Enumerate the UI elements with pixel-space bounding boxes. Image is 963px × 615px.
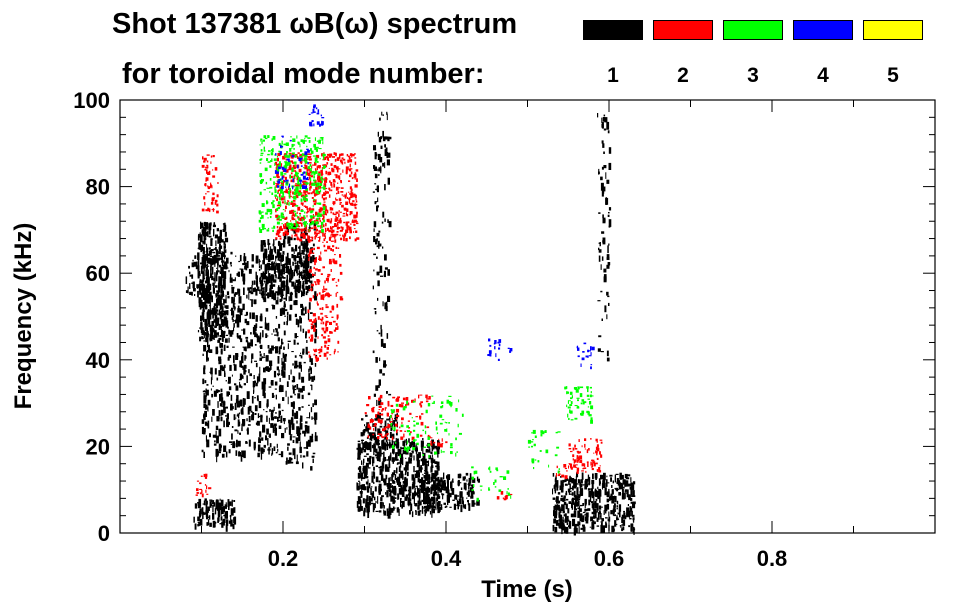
spectrum-region-mode-3: [527, 429, 561, 474]
y-tick-label: 80: [86, 175, 110, 200]
chart-title: Shot 137381 ωB(ω) spectrum: [112, 8, 518, 40]
y-tick-label: 40: [86, 348, 110, 373]
plot-frame: [119, 99, 936, 534]
legend-swatch-mode-3: [723, 20, 783, 40]
legend-swatch-mode-2: [653, 20, 713, 40]
chart-subtitle: for toroidal mode number:: [122, 58, 485, 90]
legend-swatch-mode-5: [863, 20, 923, 40]
spectrum-region-mode-1: [372, 111, 392, 406]
legend-label-mode-1: 1: [607, 64, 619, 87]
legend-label-mode-3: 3: [747, 64, 759, 87]
legend-label-mode-4: 4: [817, 64, 829, 87]
axis-ticks: [120, 99, 936, 534]
x-tick-label: 0.6: [594, 546, 625, 571]
x-tick-label: 0.8: [757, 546, 788, 571]
spectrum-region-mode-3: [471, 466, 512, 502]
spectrum-region-mode-1: [356, 437, 441, 519]
spectrum-region-mode-4: [274, 135, 310, 190]
x-tick-label: 0.2: [268, 546, 299, 571]
spectrum-region-mode-2: [496, 491, 513, 501]
spectrum-region-mode-1: [422, 472, 480, 513]
y-tick-label: 0: [98, 521, 110, 546]
y-tick-label: 20: [86, 434, 110, 459]
x-axis-title: Time (s): [481, 576, 573, 603]
spectrum-region-mode-4: [308, 104, 325, 127]
x-tick-label: 0.4: [431, 546, 462, 571]
spectrum-region-mode-1: [185, 252, 212, 300]
spectrum-region-mode-1: [597, 113, 612, 362]
spectrum-region-mode-1: [283, 221, 318, 471]
spectrum-region-mode-3: [258, 135, 326, 233]
spectrum-region-mode-3: [390, 395, 464, 459]
legend-label-mode-2: 2: [677, 64, 689, 87]
y-tick-label: 60: [86, 261, 110, 286]
spectrum-region-mode-2: [555, 464, 569, 480]
spectrogram-data-layer: [185, 104, 636, 536]
y-axis-title: Frequency (kHz): [10, 223, 37, 410]
spectrum-region-mode-3: [564, 386, 594, 424]
axis-tick-labels: 0 20 40 60 80 100 0.2 0.4 0.6 0.8: [73, 88, 787, 571]
spectrum-region-mode-4: [487, 338, 513, 361]
y-tick-label: 100: [73, 88, 110, 113]
spectrum-region-mode-2: [568, 438, 603, 474]
spectrum-region-mode-1: [201, 251, 286, 463]
spectrum-region-mode-2: [201, 154, 219, 214]
legend-label-mode-5: 5: [887, 64, 899, 87]
legend-swatch-mode-1: [583, 20, 643, 40]
spectrum-region-mode-2: [429, 438, 448, 448]
spectrum-region-mode-2: [195, 473, 212, 498]
legend-swatch-mode-4: [793, 20, 853, 40]
spectrum-region-mode-1: [193, 498, 237, 532]
spectrum-region-mode-1: [552, 472, 636, 536]
spectrum-region-mode-4: [576, 342, 595, 370]
spectrum-region-mode-1: [258, 238, 311, 301]
spectrum-region-mode-2: [307, 230, 344, 362]
